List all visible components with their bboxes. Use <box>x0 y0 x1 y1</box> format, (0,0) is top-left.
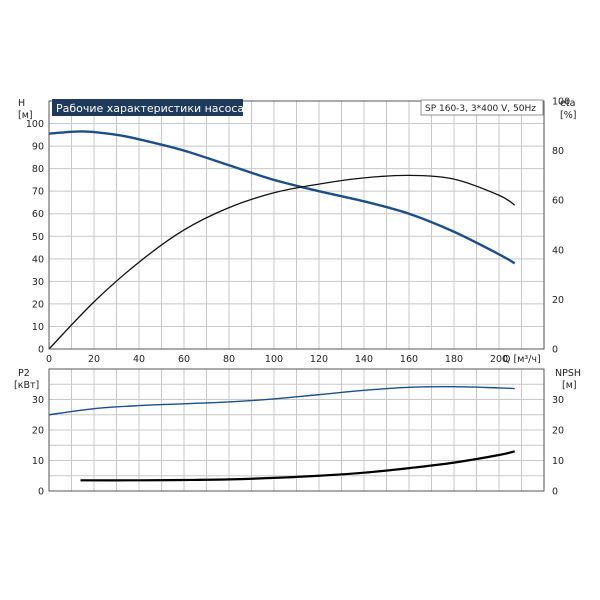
y-tick-label: 50 <box>32 232 44 243</box>
chart-title-box <box>52 99 243 116</box>
y-tick-label: 100 <box>26 119 44 130</box>
y2-axis-unit-eta: [%] <box>560 110 576 121</box>
y2-tick-label: 40 <box>552 245 564 256</box>
head-efficiency-series <box>48 130 516 350</box>
y2-tick-label: 100 <box>552 97 570 108</box>
power-npsh-plot-frame <box>48 368 545 492</box>
power-npsh-series <box>48 385 516 482</box>
chart-subtitle: SP 160-3, 3*400 V, 50Hz <box>425 104 536 114</box>
y2-axis-label-npsh: NPSH <box>555 368 581 379</box>
y-axis-label-h: H <box>18 98 25 109</box>
x-tick-label: 180 <box>445 354 463 365</box>
y-axis-label-p2: P2 <box>18 368 30 379</box>
y-tick-label: 30 <box>32 277 44 288</box>
y2-axis-label-eta: eta <box>560 98 575 109</box>
y2-axis-unit-npsh: [м] <box>562 380 577 391</box>
x-tick-label: 40 <box>133 354 145 365</box>
y-tick-label: 40 <box>32 254 44 265</box>
head-efficiency-plot-frame <box>48 100 545 350</box>
x-tick-label: 80 <box>223 354 235 365</box>
p2-tick-label: 30 <box>32 395 44 406</box>
y-tick-label: 70 <box>32 187 44 198</box>
x-tick-label: 140 <box>355 354 373 365</box>
x-axis-label-q: Q [м³/ч] <box>503 354 541 365</box>
x-tick-label: 120 <box>310 354 328 365</box>
x-tick-label: 100 <box>265 354 283 365</box>
y-tick-label: 80 <box>32 164 44 175</box>
y-tick-label: 10 <box>32 322 44 333</box>
npsh-tick-label: 30 <box>552 395 564 406</box>
p2-tick-label: 10 <box>32 456 44 467</box>
x-tick-label: 160 <box>400 354 418 365</box>
p2-tick-label: 20 <box>32 426 44 437</box>
y-tick-label: 20 <box>32 299 44 310</box>
power-npsh-tick-labels: 0 10 20 30 0 10 20 30 <box>32 395 564 498</box>
power-curve <box>48 385 515 416</box>
npsh-tick-label: 20 <box>552 426 564 437</box>
x-tick-label: 60 <box>178 354 190 365</box>
y-axis-unit-p2: [кВт] <box>14 380 39 391</box>
npsh-curve <box>80 450 516 482</box>
npsh-tick-label: 0 <box>552 487 558 498</box>
x-tick-label: 200 <box>490 354 508 365</box>
y-tick-label: 60 <box>32 209 44 220</box>
y-axis-unit-h: [м] <box>18 110 33 121</box>
x-tick-label: 20 <box>88 354 100 365</box>
y-tick-label: 0 <box>38 345 44 356</box>
head-efficiency-tick-labels: 0 20 40 60 80 100 120 140 160 180 2000102030405060… <box>26 97 570 366</box>
p2-tick-label: 0 <box>38 487 44 498</box>
y2-tick-label: 0 <box>552 345 558 356</box>
y2-tick-label: 60 <box>552 196 564 207</box>
x-tick-label: 0 <box>46 354 52 365</box>
y2-tick-label: 20 <box>552 295 564 306</box>
y2-tick-label: 80 <box>552 146 564 157</box>
y-tick-label: 90 <box>32 142 44 153</box>
chart-subtitle-box <box>420 99 544 116</box>
head-curve <box>48 130 516 265</box>
npsh-tick-label: 10 <box>552 456 564 467</box>
efficiency-curve <box>48 174 516 350</box>
chart-title: Рабочие характеристики насоса <box>56 102 244 115</box>
